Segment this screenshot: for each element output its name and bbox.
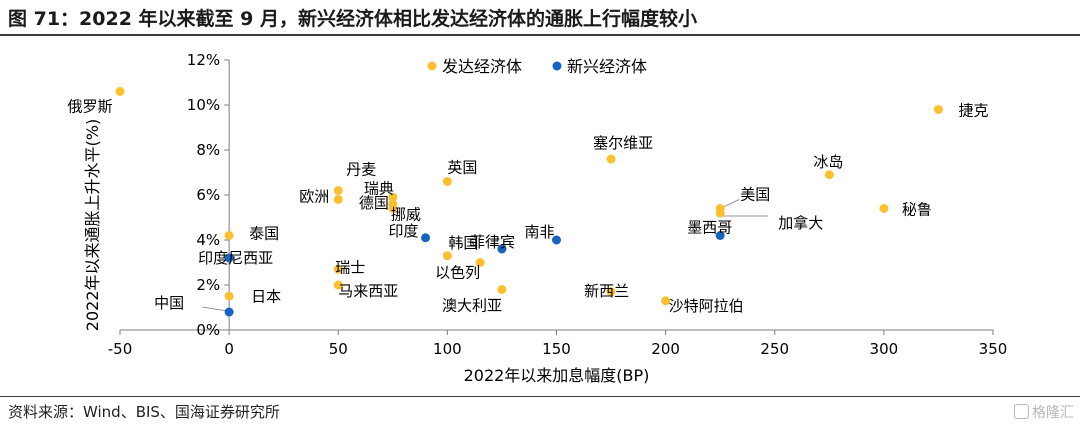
data-point (333, 186, 343, 195)
x-tick-label: 300 (870, 340, 899, 358)
data-points (115, 87, 943, 317)
data-label: 印度 (389, 222, 419, 240)
y-tick-label: 4% (196, 231, 220, 249)
scatter-chart: -50 0 50 100 150 200 250 300 350 0% 2% 4% 6% 8% 10% 12%… (67, 51, 1007, 385)
data-label: 冰岛 (813, 153, 843, 171)
data-label: 瑞典 (364, 179, 394, 197)
leader-line (202, 306, 228, 312)
data-label: 印度尼西亚 (198, 249, 273, 267)
watermark-logo-icon (1014, 404, 1029, 419)
y-tick-label: 2% (196, 276, 220, 294)
chart-axes: -50 0 50 100 150 200 250 300 350 0% 2% 4% 6% 8% 10% 12%… (83, 51, 1007, 385)
data-label: 马来西亚 (338, 282, 398, 300)
data-label: 加拿大 (778, 214, 823, 232)
data-point (715, 231, 725, 240)
data-point (421, 233, 431, 243)
watermark: 格隆汇 (1014, 402, 1074, 422)
data-point (824, 170, 834, 180)
data-point (115, 87, 125, 96)
data-point (879, 204, 889, 213)
x-tick-label: 200 (651, 340, 680, 358)
x-tick-label: 250 (760, 340, 789, 358)
data-label: 瑞士 (335, 258, 365, 276)
data-label: 泰国 (249, 225, 279, 243)
data-label: 德国 (359, 194, 389, 212)
y-axis-title: 2022年以来通胀上升水平(%) (83, 119, 102, 331)
data-point (715, 208, 725, 218)
data-label: 俄罗斯 (67, 98, 112, 116)
data-point (497, 285, 507, 294)
y-tick-label: 6% (196, 186, 220, 204)
data-point (333, 280, 343, 290)
chart-legend: 发达经济体 新兴经济体 (427, 57, 647, 76)
data-point (606, 154, 616, 164)
data-point (606, 287, 616, 297)
label-leader-lines (202, 199, 769, 312)
data-label: 墨西哥 (687, 219, 732, 237)
data-point (333, 264, 343, 274)
data-label: 捷克 (958, 102, 988, 120)
data-point (224, 307, 234, 317)
data-point (442, 177, 452, 186)
legend-label: 新兴经济体 (567, 57, 647, 76)
x-axis-title: 2022年以来加息幅度(BP) (464, 366, 650, 385)
data-point (552, 235, 561, 245)
data-point (388, 192, 398, 202)
data-label: 欧洲 (299, 188, 329, 206)
data-point (224, 231, 234, 240)
data-label: 澳大利亚 (442, 297, 502, 315)
source-note: 资料来源：Wind、BIS、国海证券研究所 (8, 403, 280, 421)
legend-label: 发达经济体 (442, 57, 522, 76)
x-tick-label: -50 (108, 340, 133, 358)
x-tick-label: 150 (542, 340, 571, 358)
bottom-divider (0, 396, 1080, 397)
chart-title: 图 71：2022 年以来截至 9 月，新兴经济体相比发达经济体的通胀上行幅度较… (8, 8, 698, 30)
data-label: 沙特阿拉伯 (669, 297, 744, 315)
data-label: 新西兰 (584, 282, 629, 300)
legend-marker (552, 61, 562, 71)
y-tick-label: 8% (196, 141, 220, 159)
x-tick-label: 100 (433, 340, 462, 358)
data-label: 挪威 (391, 206, 421, 224)
data-point (497, 244, 507, 254)
data-label: 英国 (447, 159, 477, 177)
data-label: 秘鲁 (902, 201, 932, 219)
data-point (224, 253, 234, 263)
data-label: 丹麦 (346, 161, 376, 179)
data-point (933, 105, 943, 114)
x-tick-label: 350 (979, 340, 1008, 358)
legend-marker (427, 61, 437, 71)
data-point (475, 258, 485, 267)
data-label: 以色列 (435, 264, 480, 282)
data-point (388, 204, 398, 213)
data-label: 美国 (740, 186, 770, 204)
data-point (661, 296, 671, 306)
x-tick-label: 0 (224, 340, 234, 358)
y-tick-label: 12% (187, 51, 220, 69)
data-label: 南非 (525, 223, 555, 241)
data-label: 中国 (154, 294, 184, 312)
data-point (224, 291, 234, 301)
data-label: 塞尔维亚 (593, 134, 653, 152)
y-tick-label: 0% (196, 321, 220, 339)
y-tick-label: 10% (187, 96, 220, 114)
x-tick-label: 50 (329, 340, 348, 358)
data-point (333, 195, 343, 204)
data-label: 菲律宾 (470, 233, 515, 251)
data-point (442, 251, 452, 261)
data-label: 日本 (251, 287, 281, 305)
data-label: 韩国 (448, 234, 478, 252)
top-divider (0, 34, 1080, 36)
watermark-text: 格隆汇 (1032, 405, 1074, 421)
